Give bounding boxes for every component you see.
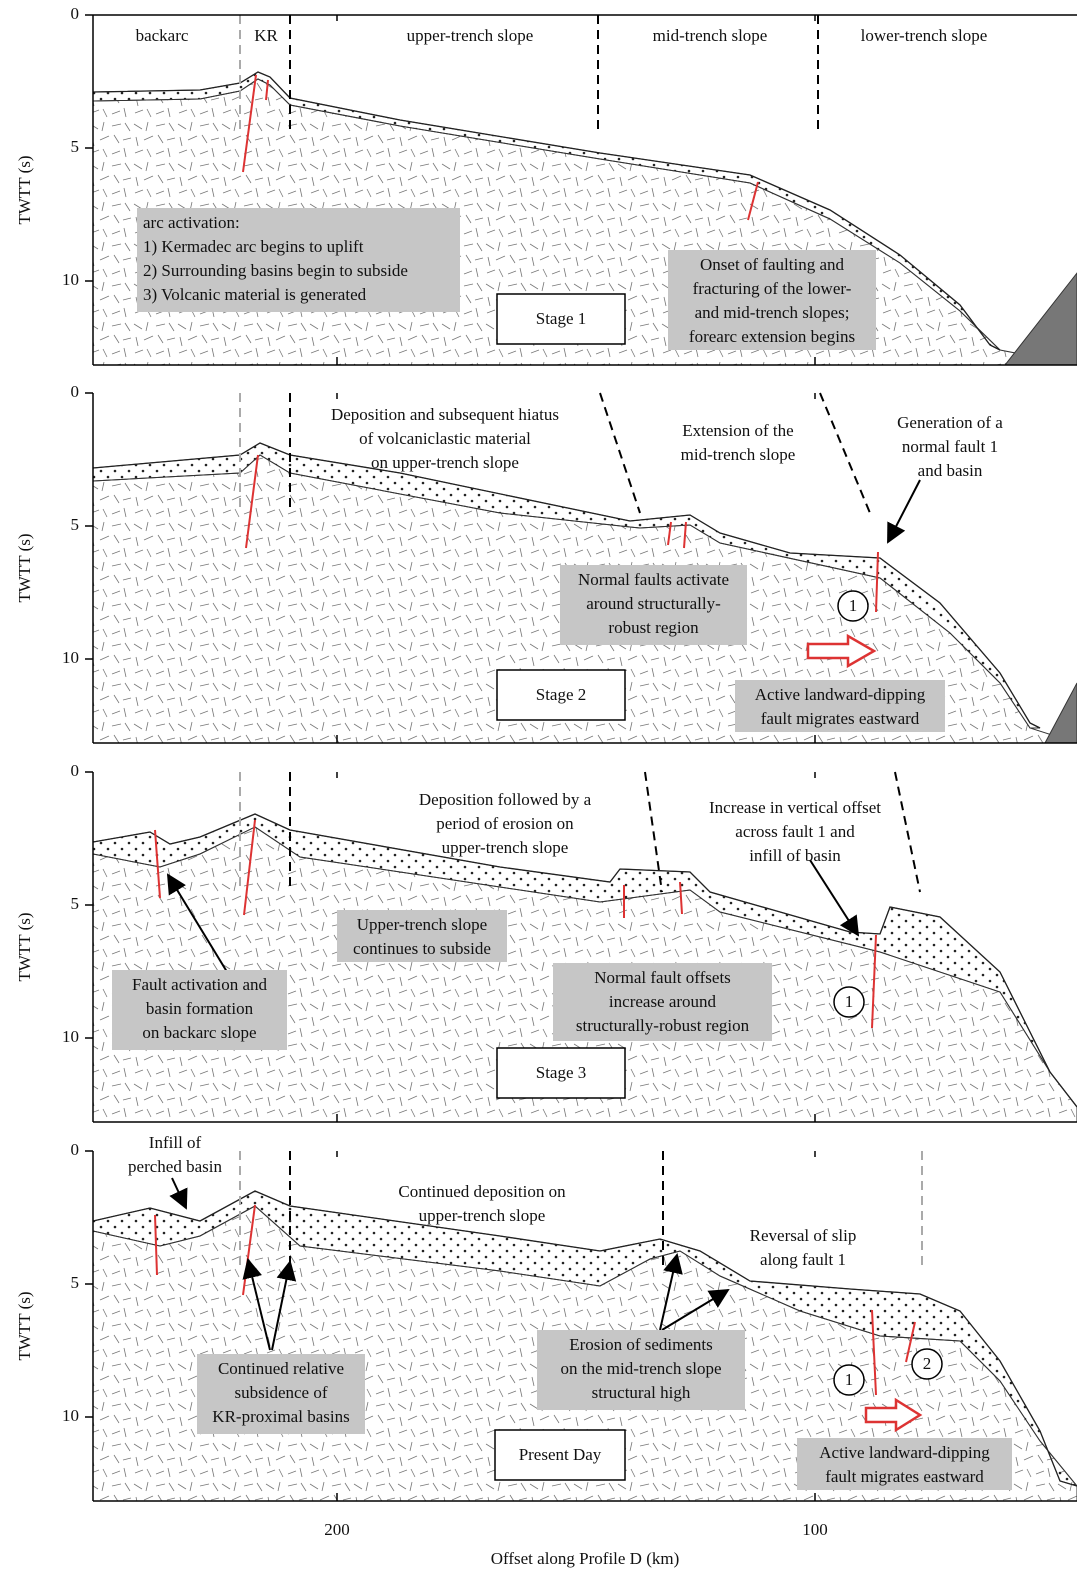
annotation-text: continues to subside xyxy=(353,939,491,958)
boundary xyxy=(600,393,640,513)
zone-label: KR xyxy=(254,26,278,45)
annotation-text: subsidence of xyxy=(234,1383,327,1402)
annotation-text: Reversal of slip xyxy=(750,1226,857,1245)
annotation-text: Increase in vertical offset xyxy=(709,798,881,817)
annotation-text: 1) Kermadec arc begins to uplift xyxy=(143,237,364,256)
fault-marker-label: 2 xyxy=(923,1354,932,1373)
annotation-text: robust region xyxy=(608,618,699,637)
boundary xyxy=(895,772,920,892)
annotation-text: Generation of a xyxy=(897,413,1003,432)
annotation-text: infill of basin xyxy=(749,846,841,865)
y-axis-label: TWTT (s) xyxy=(15,1291,34,1360)
annotation-text: Continued deposition on xyxy=(398,1182,566,1201)
zone-label: mid-trench slope xyxy=(653,26,768,45)
stage-label: Stage 3 xyxy=(536,1063,587,1082)
annotation-text: around structurally- xyxy=(586,594,721,613)
annotation-text: on backarc slope xyxy=(142,1023,256,1042)
annotation-text: increase around xyxy=(609,992,717,1011)
zone-label: backarc xyxy=(136,26,189,45)
y-tick-label: 10 xyxy=(62,1406,79,1425)
annotation-text: Upper-trench slope xyxy=(357,915,487,934)
annotation-text: Fault activation and xyxy=(132,975,268,994)
slab xyxy=(1005,273,1077,365)
y-tick-label: 10 xyxy=(62,270,79,289)
zone-label: upper-trench slope xyxy=(407,26,534,45)
annotation-text: fault migrates eastward xyxy=(825,1467,984,1486)
annotation-text: and mid-trench slopes; xyxy=(695,303,850,322)
y-tick-label: 0 xyxy=(71,761,80,780)
annotation-text: period of erosion on xyxy=(436,814,574,833)
stage-label: Stage 1 xyxy=(536,309,587,328)
annotation-text: on upper-trench slope xyxy=(371,453,519,472)
zone-label: lower-trench slope xyxy=(861,26,988,45)
annotation-text: 3) Volcanic material is generated xyxy=(143,285,367,304)
stage-label: Present Day xyxy=(519,1445,602,1464)
x-axis-label: Offset along Profile D (km) xyxy=(491,1549,680,1568)
y-tick-label: 5 xyxy=(71,1273,80,1292)
annotation-text: perched basin xyxy=(128,1157,222,1176)
fault-marker-label: 1 xyxy=(845,1370,854,1389)
annotation-text: Normal faults activate xyxy=(578,570,729,589)
x-tick-label: 200 xyxy=(324,1520,350,1539)
annotation-text: of volcaniclastic material xyxy=(359,429,531,448)
annotation-text: fracturing of the lower- xyxy=(693,279,852,298)
y-tick-label: 5 xyxy=(71,137,80,156)
annotation-text: upper-trench slope xyxy=(442,838,569,857)
annotation-text: Onset of faulting and xyxy=(700,255,844,274)
x-tick-label: 100 xyxy=(802,1520,828,1539)
y-tick-label: 10 xyxy=(62,648,79,667)
annotation-text: Active landward-dipping xyxy=(819,1443,990,1462)
annotation-text: basin formation xyxy=(146,999,254,1018)
annotation-text: Continued relative xyxy=(218,1359,344,1378)
annotation-text: structural high xyxy=(592,1383,691,1402)
annotation-text: KR-proximal basins xyxy=(212,1407,349,1426)
annotation-text: Extension of the xyxy=(682,421,793,440)
annotation-text: Deposition followed by a xyxy=(419,790,592,809)
y-axis-label: TWTT (s) xyxy=(15,912,34,981)
annotation-text: on the mid-trench slope xyxy=(561,1359,722,1378)
stage-label: Stage 2 xyxy=(536,685,587,704)
annotation-text: across fault 1 and xyxy=(735,822,855,841)
annotation-text: forearc extension begins xyxy=(689,327,855,346)
annotation-text: Deposition and subsequent hiatus xyxy=(331,405,559,424)
annotation-text: Infill of xyxy=(149,1133,202,1152)
boundary xyxy=(820,393,870,513)
slab xyxy=(1045,683,1077,743)
annotation-text: normal fault 1 xyxy=(902,437,998,456)
fault-marker-label: 1 xyxy=(845,992,854,1011)
y-tick-label: 10 xyxy=(62,1027,79,1046)
annotation-text: upper-trench slope xyxy=(419,1206,546,1225)
y-axis-label: TWTT (s) xyxy=(15,155,34,224)
annotation-text: and basin xyxy=(918,461,983,480)
figure: 0 5 10 TWTT (s) 0 5 10 TWTT (s) 0 5 10 TWTT (s) 0 5 10… xyxy=(0,0,1091,1589)
annotation-text: Erosion of sediments xyxy=(569,1335,713,1354)
annotation-text: Active landward-dipping xyxy=(755,685,926,704)
y-tick-label: 5 xyxy=(71,894,80,913)
y-tick-label: 0 xyxy=(71,382,80,401)
annotation-text: along fault 1 xyxy=(760,1250,846,1269)
annotation-text: fault migrates eastward xyxy=(761,709,920,728)
y-tick-label: 0 xyxy=(71,4,80,23)
y-tick-label: 0 xyxy=(71,1140,80,1159)
fault-marker-label: 1 xyxy=(849,596,858,615)
annotation-text: Normal fault offsets xyxy=(594,968,731,987)
annotation-text: 2) Surrounding basins begin to subside xyxy=(143,261,408,280)
annotation-text: mid-trench slope xyxy=(681,445,796,464)
y-tick-label: 5 xyxy=(71,515,80,534)
y-axis-label: TWTT (s) xyxy=(15,533,34,602)
annotation-text: arc activation: xyxy=(143,213,240,232)
annotation-text: structurally-robust region xyxy=(576,1016,750,1035)
